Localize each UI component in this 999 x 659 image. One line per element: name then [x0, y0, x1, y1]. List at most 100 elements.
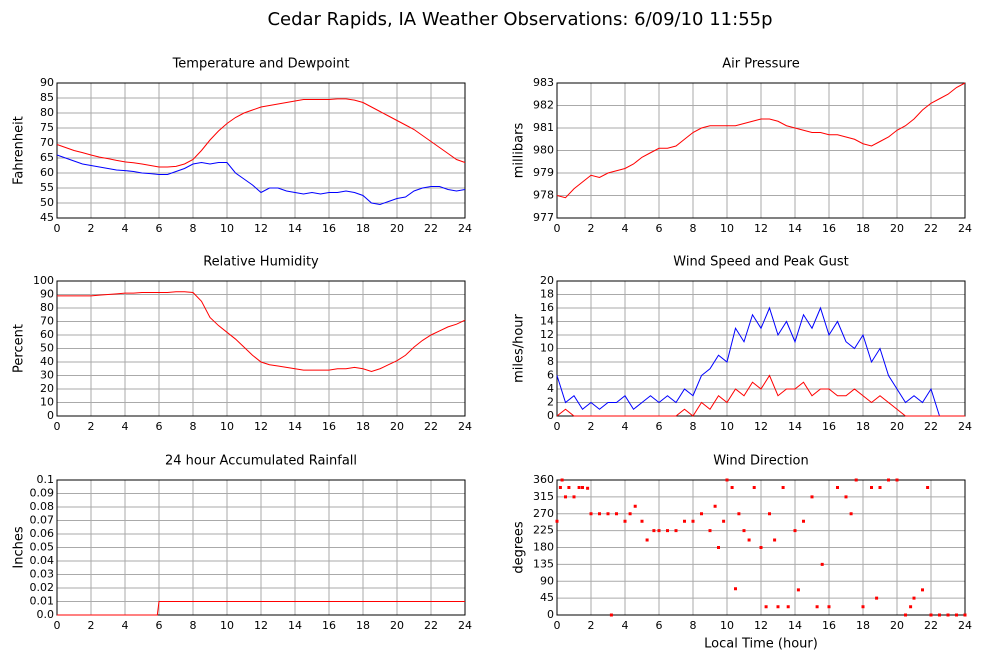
series-line [56, 154, 466, 206]
y-tick-label: 10 [40, 396, 54, 409]
y-tick-label: 40 [40, 355, 54, 368]
x-tick-label: 24 [958, 420, 972, 433]
point [815, 605, 819, 609]
x-tick-label: 12 [254, 420, 268, 433]
x-tick-label: 22 [924, 222, 938, 235]
x-tick-label: 2 [88, 222, 95, 235]
y-tick-label: 270 [533, 507, 554, 520]
y-tick-label: 90 [40, 288, 54, 301]
y-tick-label: 225 [533, 524, 554, 537]
series-line [556, 82, 966, 199]
point [564, 495, 567, 499]
x-tick-label: 10 [220, 619, 234, 632]
point [589, 512, 593, 516]
y-tick-label: 977 [533, 211, 554, 224]
x-tick-label: 4 [122, 222, 129, 235]
x-tick-label: 16 [322, 222, 336, 235]
point [598, 512, 601, 516]
x-tick-label: 10 [720, 420, 734, 433]
y-tick-label: 55 [40, 181, 54, 194]
x-tick-label: 0 [54, 420, 61, 433]
x-tick-label: 6 [156, 619, 163, 632]
x-tick-label: 24 [458, 222, 472, 235]
point [742, 529, 746, 533]
point [786, 605, 790, 609]
x-tick-label: 22 [924, 619, 938, 632]
y-tick-label: 60 [40, 166, 54, 179]
y-tick-label: 8 [547, 355, 554, 368]
point [560, 478, 564, 482]
point [730, 486, 734, 489]
y-tick-label: 16 [540, 301, 554, 314]
point [793, 529, 797, 533]
point [802, 519, 805, 523]
y-axis-label: millibars [512, 123, 527, 179]
y-tick-label: 45 [540, 591, 554, 604]
x-tick-label: 14 [288, 420, 302, 433]
x-tick-label: 4 [622, 222, 629, 235]
chart-title: 24 hour Accumulated Rainfall [165, 454, 357, 469]
x-tick-label: 18 [856, 222, 870, 235]
y-tick-label: 0.06 [30, 527, 55, 540]
y-tick-label: 978 [533, 189, 554, 202]
point [752, 486, 756, 489]
point [781, 486, 785, 489]
point [666, 529, 669, 533]
x-tick-label: 2 [88, 420, 95, 433]
x-tick-label: 8 [190, 619, 197, 632]
x-tick-label: 14 [288, 619, 302, 632]
x-tick-label: 14 [788, 619, 802, 632]
x-tick-label: 14 [788, 420, 802, 433]
point [633, 504, 637, 508]
y-tick-label: 0 [547, 608, 554, 621]
point [581, 486, 584, 489]
x-tick-label: 14 [788, 222, 802, 235]
point [938, 613, 941, 617]
point [717, 546, 720, 549]
point [921, 588, 924, 592]
y-tick-label: 90 [540, 574, 554, 587]
series-line [556, 306, 965, 417]
chart-title: Air Pressure [722, 57, 800, 72]
x-tick-label: 14 [288, 222, 302, 235]
plot-frame [56, 82, 466, 219]
point [708, 529, 712, 533]
plot-frame [556, 280, 966, 417]
x-tick-label: 20 [390, 222, 404, 235]
point [657, 529, 661, 533]
point [609, 613, 613, 617]
y-tick-label: 0.02 [30, 581, 55, 594]
x-tick-label: 12 [754, 420, 768, 433]
point [577, 486, 581, 489]
point [606, 512, 610, 516]
point [768, 512, 771, 516]
y-tick-label: 45 [40, 211, 54, 224]
chart-title: Wind Direction [713, 454, 809, 469]
x-tick-label: 12 [754, 619, 768, 632]
y-tick-label: 0.05 [30, 541, 55, 554]
x-tick-label: 20 [390, 420, 404, 433]
y-tick-label: 90 [40, 76, 54, 89]
point [861, 605, 865, 609]
point [623, 519, 627, 523]
x-tick-label: 12 [254, 619, 268, 632]
point [878, 486, 882, 489]
point [929, 613, 933, 617]
plot-frame [556, 479, 966, 616]
x-axis-label: Local Time (hour) [704, 637, 818, 652]
x-tick-label: 22 [424, 222, 438, 235]
x-tick-label: 6 [156, 222, 163, 235]
point [946, 613, 950, 617]
y-axis-label: degrees [512, 521, 527, 574]
x-tick-label: 24 [458, 619, 472, 632]
point [764, 605, 768, 609]
y-tick-label: 4 [547, 382, 554, 395]
x-tick-label: 22 [424, 619, 438, 632]
y-tick-label: 983 [533, 76, 554, 89]
point [904, 613, 907, 617]
x-tick-label: 4 [622, 420, 629, 433]
y-tick-label: 0.09 [30, 487, 55, 500]
x-tick-label: 18 [856, 420, 870, 433]
point [558, 486, 562, 489]
